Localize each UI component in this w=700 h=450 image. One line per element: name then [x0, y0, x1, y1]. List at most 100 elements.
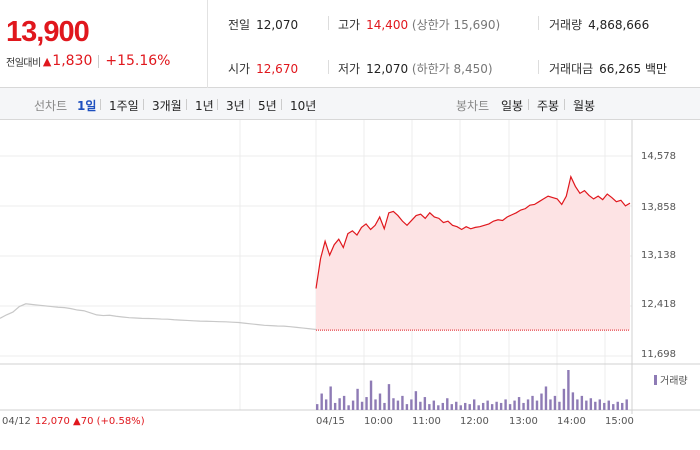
volume-stat: 거래량 4,868,666 — [549, 16, 649, 33]
tab-candle-daily[interactable]: 일봉 — [501, 99, 524, 113]
tab-candle-monthly[interactable]: 월봉 — [573, 99, 596, 113]
divider — [328, 60, 329, 74]
price-chart[interactable]: 14,578 13,858 13,138 12,418 11,698 거래량 0… — [0, 120, 700, 450]
high-label: 고가 — [338, 18, 361, 32]
candle-chart-label: 봉차트 — [456, 99, 490, 113]
volume-bar — [504, 399, 507, 410]
volume-bar — [405, 404, 409, 410]
x-tick-label: 12:00 — [460, 416, 489, 427]
volume-bar — [459, 405, 462, 410]
prev-day-change: 70 — [80, 416, 94, 427]
y-tick-label: 13,858 — [641, 202, 676, 213]
prev-day-info: 04/12 12,070 ▲70 (+0.58%) — [2, 416, 145, 427]
volume-bar — [580, 395, 584, 410]
tab-period-1y[interactable]: 1년 — [195, 99, 214, 113]
divider — [528, 99, 529, 110]
volume-bar — [401, 395, 404, 410]
today-price-line — [315, 174, 631, 289]
volume-bar — [342, 395, 346, 410]
x-tick-label: 10:00 — [364, 416, 393, 427]
x-tick-label: 04/15 — [316, 416, 345, 427]
volume-bar — [432, 400, 436, 410]
high-value: 14,400 — [366, 18, 409, 32]
divider — [538, 60, 539, 74]
low-label: 저가 — [338, 62, 361, 76]
prev-day-date: 04/12 — [2, 416, 31, 427]
price-area-fill — [316, 176, 630, 331]
prev-day-price-line — [0, 303, 317, 331]
volume-bar — [347, 405, 350, 410]
lower-limit: (하한가 8,450) — [411, 62, 493, 76]
turnover-value: 66,265 백만 — [599, 62, 668, 76]
volume-bar — [562, 388, 566, 410]
y-tick-label: 12,418 — [641, 299, 676, 310]
volume-bar — [441, 402, 444, 410]
divider — [328, 16, 329, 30]
volume-value: 4,868,666 — [588, 18, 650, 32]
high-stat: 고가 14,400 (상한가 15,690) — [338, 16, 500, 33]
low-stat: 저가 12,070 (하한가 8,450) — [338, 60, 493, 77]
tab-period-10y[interactable]: 10년 — [290, 99, 317, 113]
volume-bar — [378, 393, 382, 410]
divider — [100, 99, 101, 110]
divider — [186, 99, 187, 110]
divider — [538, 16, 539, 30]
volume-bar — [535, 400, 539, 410]
divider — [564, 99, 565, 110]
volume-bar — [607, 400, 610, 410]
volume-bar — [468, 404, 471, 410]
tab-period-1w[interactable]: 1주일 — [109, 99, 139, 113]
volume-bar — [423, 397, 427, 410]
volume-bar — [320, 393, 323, 410]
x-tick-label: 13:00 — [509, 416, 538, 427]
upper-limit: (상한가 15,690) — [411, 18, 501, 32]
divider — [217, 99, 218, 110]
volume-bar — [495, 401, 498, 410]
change-label: 전일대비 — [6, 57, 41, 69]
tab-period-1d[interactable]: 1일 — [77, 99, 97, 113]
volume-label: 거래량 — [549, 18, 583, 32]
line-chart-label: 선차트 — [34, 99, 68, 113]
volume-bar — [383, 402, 386, 410]
volume-bar — [360, 401, 364, 410]
volume-bar — [603, 402, 606, 410]
volume-bar — [625, 399, 628, 410]
divider — [249, 99, 250, 110]
volume-bar — [374, 399, 377, 410]
volume-bar — [455, 401, 458, 410]
volume-bar — [549, 399, 552, 410]
open-value: 12,670 — [256, 62, 299, 76]
volume-bar — [356, 388, 359, 410]
volume-bar — [481, 402, 485, 410]
volume-bar — [414, 391, 418, 410]
open-label: 시가 — [228, 62, 251, 76]
volume-bar — [589, 398, 593, 410]
tab-period-5y[interactable]: 5년 — [258, 99, 277, 113]
volume-bar — [526, 399, 530, 410]
volume-bar — [540, 393, 543, 410]
price-chart-canvas[interactable] — [0, 120, 700, 450]
volume-bar — [428, 404, 431, 410]
turnover-label: 거래대금 — [549, 62, 594, 76]
prev-day-change-pct: (+0.58%) — [96, 416, 145, 427]
tab-candle-weekly[interactable]: 주봉 — [537, 99, 560, 113]
volume-bar — [585, 400, 588, 410]
volume-legend-swatch — [654, 375, 657, 385]
volume-bar — [531, 395, 534, 410]
tab-period-3m[interactable]: 3개월 — [152, 99, 182, 113]
volume-bar — [621, 402, 624, 410]
tab-period-3y[interactable]: 3년 — [226, 99, 245, 113]
volume-bar — [338, 398, 341, 410]
volume-bar — [517, 397, 521, 410]
volume-bar — [558, 401, 561, 410]
change-amount: 1,830 — [52, 53, 93, 69]
volume-bar — [351, 400, 355, 410]
up-triangle-icon: ▲ — [42, 54, 52, 68]
volume-bar — [392, 398, 395, 410]
x-tick-label: 15:00 — [605, 416, 634, 427]
volume-bar — [477, 405, 480, 410]
volume-bar — [396, 400, 400, 410]
volume-bar — [419, 401, 422, 410]
change-percent: +15.16% — [105, 53, 171, 69]
y-tick-label: 14,578 — [641, 151, 676, 162]
